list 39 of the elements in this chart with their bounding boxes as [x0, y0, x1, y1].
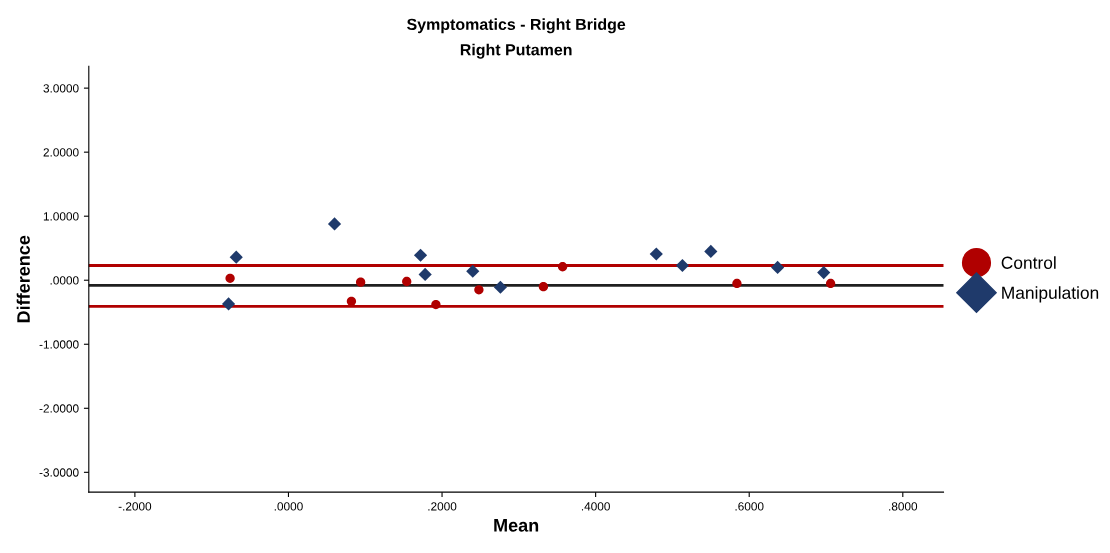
- point: [817, 265, 831, 280]
- y-tick-label: 2.0000: [43, 148, 79, 157]
- y-tick-label: -3.0000: [39, 468, 79, 477]
- x-tick-label: .6000: [735, 502, 764, 511]
- legend-label: Control: [1001, 256, 1056, 269]
- point: [704, 244, 718, 258]
- point: [413, 248, 428, 262]
- point: [825, 278, 836, 289]
- y-tick-label: .0000: [50, 276, 79, 285]
- point: [418, 267, 432, 282]
- x-axis-title: Mean: [494, 519, 539, 532]
- point: [493, 280, 507, 294]
- point: [649, 247, 663, 261]
- point: [225, 273, 235, 283]
- x-tick-label: .8000: [889, 502, 918, 511]
- point: [221, 297, 236, 311]
- chart-title: Symptomatics - Right Bridge Right Putamen: [407, 18, 626, 59]
- point: [675, 258, 689, 273]
- point: [538, 281, 549, 292]
- point: [732, 278, 742, 289]
- point: [402, 276, 412, 287]
- legend-label: Manipulation: [1002, 286, 1099, 303]
- point: [771, 260, 785, 275]
- point: [355, 277, 366, 287]
- y-axis-title: Difference: [16, 235, 30, 323]
- point: [474, 285, 484, 295]
- y-tick-label: -2.0000: [39, 404, 79, 413]
- point: [557, 262, 568, 272]
- y-tick-label: 1.0000: [43, 212, 79, 221]
- x-tick-label: .0000: [274, 502, 303, 511]
- y-tick-label: 3.0000: [43, 84, 79, 93]
- point: [431, 299, 441, 310]
- point: [466, 264, 480, 278]
- x-tick-label: .4000: [581, 502, 610, 511]
- x-tick-label: -.2000: [118, 502, 152, 511]
- point: [327, 217, 342, 231]
- y-tick-label: -1.0000: [39, 340, 79, 349]
- point: [229, 250, 243, 264]
- x-tick-label: .2000: [428, 502, 457, 511]
